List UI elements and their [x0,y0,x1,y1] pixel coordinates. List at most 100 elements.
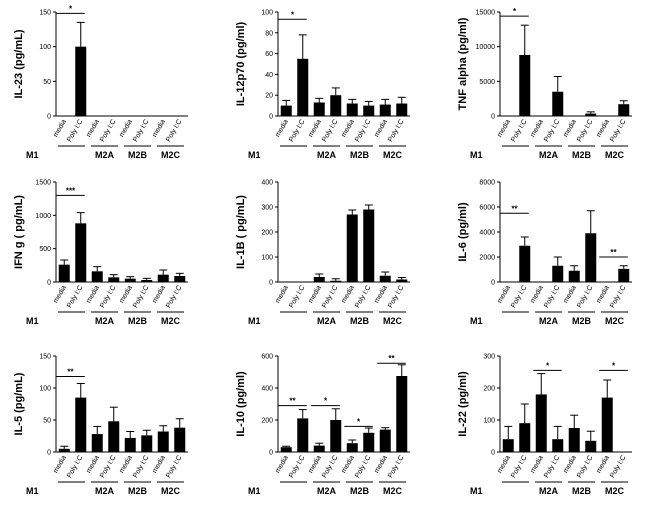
category-label: Poly I:C [387,119,405,144]
category-label: media [496,118,512,138]
group-label: M2A [95,486,115,496]
y-tick-label: 400 [261,180,273,187]
bar [379,429,391,452]
category-label: Poly I:C [165,119,183,144]
category-label: media [562,454,578,474]
y-tick-label: 0 [269,280,273,287]
category-label: media [118,454,134,474]
category-label: Poly I:C [576,455,594,480]
bar [280,447,292,452]
category-label: Poly I:C [609,119,627,144]
bar [535,394,547,452]
y-tick-label: 300 [261,205,273,212]
bar [141,280,153,282]
category-label: media [340,454,356,474]
y-tick-label: 0 [47,280,51,287]
y-tick-label: 50 [43,79,51,86]
bar [91,434,103,452]
y-tick-label: 100 [39,386,51,393]
group-label: M2A [95,150,115,160]
group-label: M2C [161,316,181,326]
significance-label: ** [388,354,395,363]
y-tick-label: 15000 [476,10,496,17]
bar [519,54,531,116]
significance-label: ** [67,367,74,376]
category-label: Poly I:C [510,455,528,480]
bar [330,420,342,452]
group-label: M1 [26,316,39,326]
bar [396,279,408,282]
bar [379,104,391,116]
bar [618,268,630,282]
bar [141,435,153,452]
group-label: M1 [248,486,261,496]
category-label: media [373,118,389,138]
group-label: M1 [470,486,483,496]
bar [552,439,564,452]
bar [313,445,325,452]
significance-label: * [69,4,73,13]
bar [379,275,391,282]
group-label: M2B [128,316,148,326]
category-label: Poly I:C [543,285,561,310]
bar [157,431,169,452]
y-tick-label: 0 [269,114,273,121]
group-label: M2A [317,316,337,326]
y-tick-label: 100 [483,418,495,425]
category-label: Poly I:C [165,455,183,480]
category-label: media [52,284,68,304]
group-label: M2C [383,316,403,326]
group-label: M1 [248,316,261,326]
category-label: media [373,454,389,474]
bar [91,271,103,282]
bar [568,270,580,282]
y-tick-label: 8000 [479,180,495,187]
bar [552,91,564,116]
y-tick-label: 50 [43,418,51,425]
category-label: Poly I:C [99,119,117,144]
category-label: media [529,118,545,138]
category-label: Poly I:C [132,119,150,144]
group-label: M2C [161,486,181,496]
y-axis-label: IL-12p70 (pg/ml) [235,21,247,106]
group-label: M2A [539,150,559,160]
group-label: M2B [350,486,370,496]
bar [330,280,342,282]
y-tick-label: 0 [47,114,51,121]
category-label: Poly I:C [510,285,528,310]
bar [124,278,136,282]
y-tick-label: 5000 [479,79,495,86]
category-label: media [307,454,323,474]
category-label: media [85,284,101,304]
panel-3: TNF alpha (pg/ml)050001000015000mediaPol… [457,7,632,160]
category-label: Poly I:C [576,119,594,144]
y-tick-label: 4000 [479,230,495,237]
bar [585,440,597,452]
y-tick-label: 10000 [476,44,496,51]
bar [618,104,630,116]
group-label: M1 [248,150,261,160]
category-label: Poly I:C [288,285,306,310]
significance-label: * [357,417,361,426]
group-label: M2B [128,150,148,160]
category-label: media [496,454,512,474]
bar [346,103,358,116]
y-tick-label: 0 [269,450,273,457]
category-label: Poly I:C [132,455,150,480]
category-label: media [85,118,101,138]
category-label: Poly I:C [354,285,372,310]
category-label: Poly I:C [387,285,405,310]
y-tick-label: 200 [483,386,495,393]
significance-label: * [291,10,295,19]
group-label: M2A [539,316,559,326]
bar [396,103,408,116]
group-label: M2B [128,486,148,496]
bar [75,223,87,282]
significance-label: * [612,361,616,370]
category-label: media [529,284,545,304]
